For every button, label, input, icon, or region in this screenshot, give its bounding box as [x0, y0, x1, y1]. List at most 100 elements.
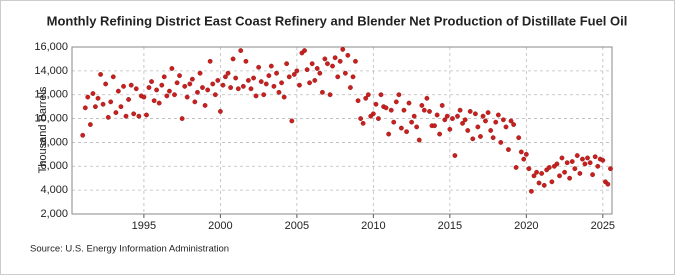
data-point — [284, 61, 290, 67]
data-point — [358, 116, 364, 121]
data-point — [156, 100, 162, 106]
x-tick-label: 2000 — [208, 220, 232, 232]
data-point — [103, 81, 109, 87]
x-tick-label: 2015 — [438, 220, 462, 232]
data-point — [388, 107, 394, 113]
y-tick-label: 8,000 — [40, 136, 68, 148]
data-point — [136, 113, 142, 119]
data-point — [258, 79, 264, 84]
data-point — [110, 74, 116, 80]
x-tick-label: 2005 — [285, 220, 309, 232]
data-point — [322, 56, 328, 62]
data-point — [184, 94, 190, 100]
data-point — [485, 110, 491, 116]
data-point — [401, 107, 407, 113]
data-point — [516, 135, 522, 141]
data-point — [261, 92, 267, 98]
data-point — [523, 151, 529, 157]
x-tick-label: 1995 — [132, 220, 156, 232]
data-point — [220, 82, 226, 88]
data-point — [195, 89, 200, 95]
data-point — [595, 163, 601, 169]
data-point — [225, 70, 231, 76]
data-point — [467, 109, 473, 114]
data-point — [396, 92, 402, 98]
data-point — [455, 113, 460, 119]
data-point — [495, 112, 501, 118]
data-point — [154, 87, 159, 93]
data-point — [564, 160, 570, 166]
data-point — [276, 89, 282, 95]
data-point — [215, 78, 221, 83]
data-point — [498, 140, 504, 145]
data-point — [386, 131, 392, 137]
data-point — [172, 92, 177, 98]
y-tick-label: 12,000 — [34, 89, 68, 101]
data-point — [409, 119, 415, 125]
data-point — [376, 116, 381, 121]
data-point — [539, 171, 545, 176]
data-point — [569, 159, 575, 164]
data-point — [434, 112, 440, 118]
data-point — [80, 132, 86, 138]
data-point — [534, 169, 539, 175]
data-point — [187, 81, 193, 87]
data-point — [465, 128, 471, 133]
data-point — [217, 109, 223, 114]
data-point — [518, 149, 524, 155]
data-point — [151, 98, 157, 104]
data-point — [546, 165, 552, 170]
data-point — [342, 70, 348, 76]
data-point — [146, 85, 152, 90]
y-tick-label: 4,000 — [40, 184, 68, 196]
data-point — [304, 67, 310, 73]
data-point — [248, 86, 254, 92]
data-point — [309, 61, 315, 67]
data-point — [105, 114, 111, 120]
data-point — [447, 126, 453, 132]
data-point — [297, 82, 302, 88]
data-point — [149, 79, 154, 84]
data-point — [580, 156, 585, 162]
data-point — [207, 58, 213, 64]
data-point — [189, 76, 195, 82]
data-point — [590, 172, 595, 178]
data-point — [365, 92, 371, 98]
data-point — [332, 55, 338, 61]
x-tick-label: 2025 — [591, 220, 615, 232]
data-point — [85, 94, 91, 100]
data-point — [159, 82, 165, 88]
data-point — [363, 95, 369, 101]
data-point — [126, 97, 132, 102]
data-point — [228, 85, 234, 90]
data-point — [452, 153, 458, 158]
data-point — [243, 58, 249, 64]
data-point — [605, 181, 611, 187]
data-point — [113, 110, 119, 116]
data-point — [348, 85, 353, 90]
data-point — [197, 70, 203, 76]
data-point — [488, 128, 494, 133]
data-point — [312, 78, 318, 83]
data-point — [572, 166, 578, 172]
data-point — [317, 70, 323, 76]
data-point — [521, 156, 527, 162]
data-point — [574, 153, 580, 158]
data-point — [378, 92, 384, 98]
data-point — [251, 75, 256, 81]
data-point — [325, 61, 330, 67]
data-point — [508, 118, 514, 124]
data-point — [345, 52, 351, 58]
data-point — [82, 105, 88, 111]
data-point — [355, 98, 361, 104]
data-point — [404, 129, 409, 135]
data-point — [223, 74, 228, 80]
data-point — [238, 48, 244, 53]
data-point — [93, 104, 98, 110]
y-axis-label: Thousand Barrels — [37, 86, 49, 173]
data-point — [337, 58, 343, 64]
data-point — [393, 99, 399, 105]
data-point — [577, 171, 583, 176]
data-point — [274, 70, 279, 76]
data-point — [391, 119, 397, 125]
